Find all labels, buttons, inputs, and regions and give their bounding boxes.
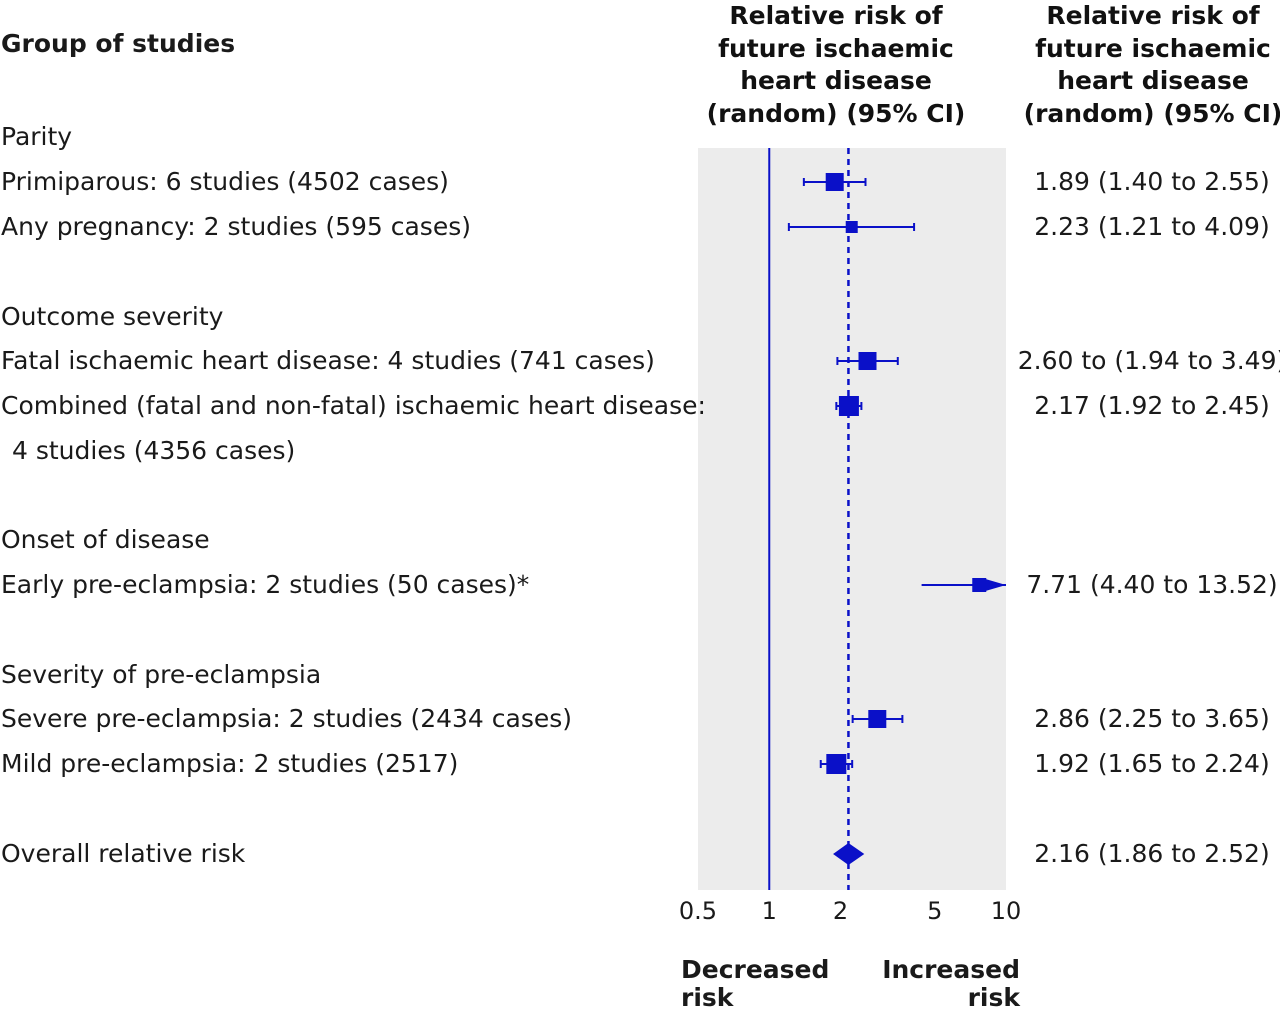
study-label: Any pregnancy: 2 studies (595 cases) <box>1 212 471 241</box>
study-label: Mild pre-eclampsia: 2 studies (2517) <box>1 749 459 778</box>
estimate-value: 1.89 (1.40 to 2.55) <box>1034 167 1270 196</box>
point-estimate-marker <box>868 710 887 728</box>
plot-background <box>698 148 1006 890</box>
truncation-arrow <box>982 578 1006 592</box>
estimate-value: 7.71 (4.40 to 13.52) <box>1026 570 1278 599</box>
overall-diamond <box>833 843 865 865</box>
point-estimate-marker <box>845 221 858 233</box>
study-label: Early pre-eclampsia: 2 studies (50 cases… <box>1 570 530 599</box>
study-label: Fatal ischaemic heart disease: 4 studies… <box>1 346 655 375</box>
x-tick-label: 5 <box>927 897 942 925</box>
x-tick-label: 10 <box>991 897 1022 925</box>
decreased-risk-label: Decreased risk <box>681 955 830 1012</box>
overall-estimate-value: 2.16 (1.86 to 2.52) <box>1034 839 1270 868</box>
section-label-severity: Severity of pre-eclampsia <box>1 660 322 689</box>
point-estimate-marker <box>838 396 859 416</box>
point-estimate-marker <box>826 754 847 774</box>
study-label-continuation: 4 studies (4356 cases) <box>12 436 296 465</box>
x-tick-label: 2 <box>833 897 848 925</box>
study-label: Primiparous: 6 studies (4502 cases) <box>1 167 449 196</box>
increased-risk-label: Increased risk <box>882 955 1020 1012</box>
section-label-outcome-severity: Outcome severity <box>1 302 224 331</box>
estimate-value: 2.17 (1.92 to 2.45) <box>1034 391 1270 420</box>
estimate-value: 1.92 (1.65 to 2.24) <box>1034 749 1270 778</box>
plot-column-header: Relative risk of future ischaemic heart … <box>706 1 966 128</box>
estimate-value: 2.23 (1.21 to 4.09) <box>1034 212 1270 241</box>
group-column-header: Group of studies <box>1 29 236 58</box>
x-tick-label: 1 <box>762 897 777 925</box>
estimate-value: 2.86 (2.25 to 3.65) <box>1034 704 1270 733</box>
x-tick-label: 0.5 <box>679 897 717 925</box>
study-label: Severe pre-eclampsia: 2 studies (2434 ca… <box>1 704 573 733</box>
point-estimate-marker <box>825 173 844 191</box>
study-label: Combined (fatal and non-fatal) ischaemic… <box>1 391 706 420</box>
section-label-parity: Parity <box>1 122 73 151</box>
estimate-value: 2.60 to (1.94 to 3.49) <box>1017 346 1280 375</box>
section-label-onset: Onset of disease <box>1 525 210 554</box>
point-estimate-marker <box>972 578 987 592</box>
estimate-column-header: Relative risk of future ischaemic heart … <box>1023 1 1280 128</box>
overall-label: Overall relative risk <box>1 839 246 868</box>
point-estimate-marker <box>858 352 877 370</box>
